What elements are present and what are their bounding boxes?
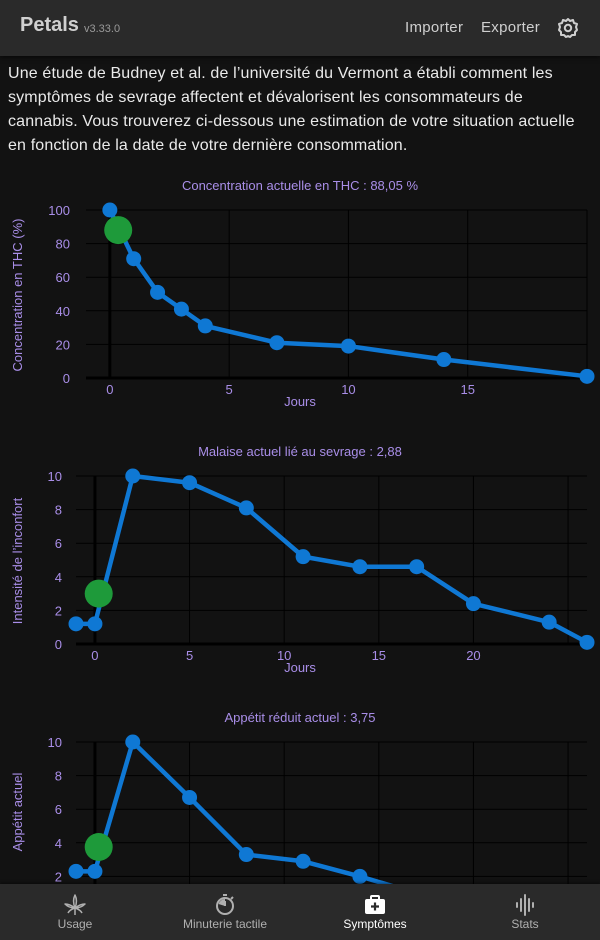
y-tick-label: 8: [55, 503, 62, 518]
stopwatch-icon: [216, 894, 234, 915]
data-point: [436, 352, 452, 368]
y-tick-label: 20: [56, 337, 70, 352]
data-point: [150, 284, 166, 300]
chart-title: Malaise actuel lié au sevrage : 2,88: [198, 444, 402, 459]
nav-label: Usage: [57, 917, 93, 931]
y-axis-label: Intensité de l’inconfort: [10, 497, 25, 624]
nav-label: Minuterie tactile: [182, 917, 268, 931]
y-tick-label: 6: [55, 536, 62, 551]
medical-kit-icon: [365, 895, 385, 914]
x-tick-label: 15: [460, 382, 474, 397]
app-version: v3.33.0: [84, 23, 121, 35]
x-tick-label: 5: [186, 648, 193, 663]
symptom-charts: Concentration actuelle en THC : 88,05 % 0…: [0, 170, 600, 884]
y-tick-label: 100: [48, 203, 70, 218]
import-button[interactable]: Importer: [405, 19, 464, 36]
x-tick-label: 0: [106, 382, 113, 397]
x-axis-label: Jours: [284, 660, 316, 675]
chart-1: Concentration actuelle en THC : 88,05 % 0…: [10, 178, 595, 409]
y-tick-label: 2: [55, 603, 62, 618]
x-tick-label: 0: [91, 648, 98, 663]
y-tick-label: 2: [55, 869, 62, 884]
data-point: [182, 789, 198, 805]
data-point: [238, 500, 254, 516]
waveform-icon: [516, 894, 534, 916]
data-point: [197, 318, 213, 334]
current-value-marker: [84, 833, 113, 861]
y-tick-label: 6: [55, 802, 62, 817]
data-point: [269, 335, 285, 351]
data-point: [541, 614, 557, 630]
data-point: [87, 616, 103, 632]
data-point: [102, 202, 118, 218]
nav-timer[interactable]: Minuterie tactile: [150, 884, 300, 940]
app-bar: Petals v3.33.0 Importer Exporter: [0, 0, 600, 56]
data-point: [352, 559, 368, 575]
data-point: [352, 868, 368, 884]
y-tick-label: 8: [55, 769, 62, 784]
y-axis-label: Appétit actuel: [10, 773, 25, 852]
data-point: [295, 549, 311, 565]
data-point: [173, 301, 189, 317]
data-point: [295, 853, 311, 869]
series-line: [76, 739, 394, 884]
x-axis-label: Jours: [284, 394, 316, 409]
gear-icon[interactable]: [556, 16, 580, 40]
cannabis-leaf-icon: [64, 894, 86, 915]
chart-3: Appétit réduit actuel : 3,75 2 4 6 8 10 Appéti…: [10, 710, 587, 884]
x-tick-label: 5: [226, 382, 233, 397]
data-point: [340, 338, 356, 354]
data-point: [126, 251, 142, 267]
nav-label: Symptômes: [343, 917, 407, 931]
data-point: [68, 616, 84, 632]
x-tick-label: 10: [341, 382, 355, 397]
data-point: [125, 468, 141, 484]
bottom-navigation: Usage Minuterie tactile Symptômes Stats: [0, 884, 600, 940]
y-axis-label: Concentration en THC (%): [10, 219, 25, 372]
y-tick-label: 10: [48, 735, 62, 750]
chart-title: Concentration actuelle en THC : 88,05 %: [182, 178, 419, 193]
charts-canvas: Concentration actuelle en THC : 88,05 % 0…: [10, 178, 595, 884]
nav-label: Stats: [511, 917, 539, 931]
nav-usage[interactable]: Usage: [0, 884, 150, 940]
x-tick-label: 15: [372, 648, 386, 663]
current-value-marker: [84, 579, 113, 608]
app-title: Petals: [20, 14, 79, 36]
y-tick-label: 0: [55, 637, 62, 652]
data-point: [125, 734, 141, 750]
x-tick-label: 10: [277, 648, 291, 663]
data-point: [68, 863, 84, 879]
data-point: [579, 634, 595, 650]
current-value-marker: [104, 216, 133, 245]
intro-paragraph: Une étude de Budney et al. de l’universi…: [8, 65, 575, 154]
y-tick-label: 10: [48, 469, 62, 484]
data-point: [182, 475, 198, 491]
chart-2: Malaise actuel lié au sevrage : 2,88 0 2 4 6…: [10, 444, 595, 675]
chart-title: Appétit réduit actuel : 3,75: [224, 710, 375, 725]
nav-stats[interactable]: Stats: [450, 884, 600, 940]
y-tick-label: 0: [63, 371, 70, 386]
data-point: [579, 368, 595, 384]
y-tick-label: 4: [55, 836, 62, 851]
export-button[interactable]: Exporter: [481, 19, 541, 36]
data-point: [409, 559, 425, 575]
series-line: [76, 473, 589, 645]
data-point: [87, 863, 103, 879]
data-point: [238, 847, 254, 863]
y-tick-label: 80: [56, 237, 70, 252]
x-tick-label: 20: [466, 648, 480, 663]
nav-symptoms[interactable]: Symptômes: [300, 884, 450, 940]
y-tick-label: 4: [55, 570, 62, 585]
data-point: [465, 596, 481, 612]
y-tick-label: 40: [56, 304, 70, 319]
y-tick-label: 60: [56, 270, 70, 285]
